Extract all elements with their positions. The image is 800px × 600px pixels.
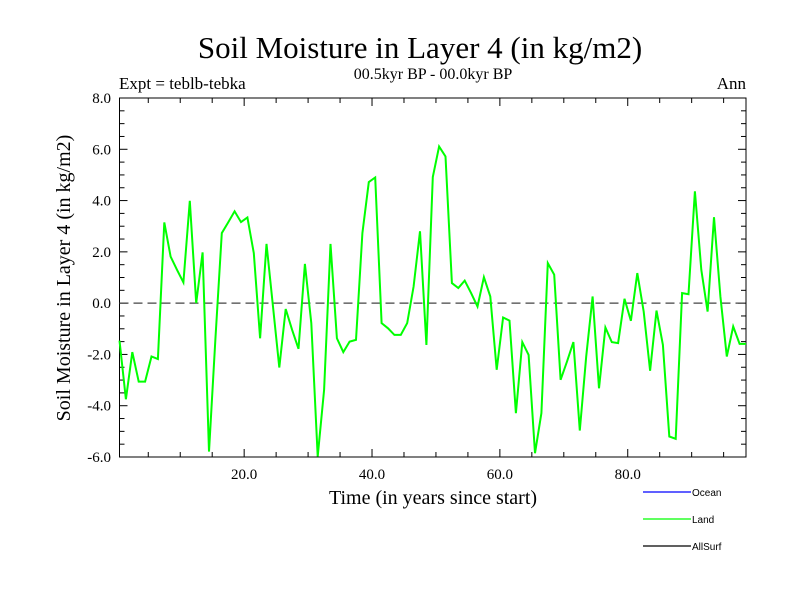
plot-marks bbox=[118, 143, 747, 457]
experiment-label: Expt = teblb-tebka bbox=[119, 74, 246, 93]
axes: 20.0 40.0 60.0 80.0 8.0 6.0 4.0 2.0 0.0 -2.0 -4.0 -… bbox=[87, 91, 747, 483]
x-tick-label: 60.0 bbox=[487, 467, 513, 483]
x-tick-label: 80.0 bbox=[615, 467, 641, 483]
season-label: Ann bbox=[717, 74, 747, 93]
y-tick-label: 4.0 bbox=[92, 194, 111, 210]
legend: Ocean Land AllSurf bbox=[643, 488, 722, 553]
y-tick-label: -6.0 bbox=[87, 450, 111, 466]
x-axis-label: Time (in years since start) bbox=[329, 487, 537, 509]
y-tick-label: 0.0 bbox=[92, 296, 111, 312]
x-tick-label: 20.0 bbox=[231, 467, 257, 483]
chart-subtitle: 00.5kyr BP - 00.0kyr BP bbox=[354, 66, 513, 83]
y-tick-label: -4.0 bbox=[87, 399, 111, 415]
legend-label-allsurf: AllSurf bbox=[692, 542, 722, 553]
y-tick-label: -2.0 bbox=[87, 347, 111, 363]
chart-title: Soil Moisture in Layer 4 (in kg/m2) bbox=[198, 30, 642, 65]
series-line-land bbox=[118, 143, 746, 457]
plot-frame bbox=[119, 97, 747, 458]
y-tick-label: 8.0 bbox=[92, 91, 111, 107]
y-tick-label: 6.0 bbox=[92, 142, 111, 158]
legend-label-ocean: Ocean bbox=[692, 488, 721, 499]
x-tick-label: 40.0 bbox=[359, 467, 385, 483]
y-tick-label: 2.0 bbox=[92, 245, 111, 261]
legend-label-land: Land bbox=[692, 515, 714, 526]
y-axis-label: Soil Moisture in Layer 4 (in kg/m2) bbox=[53, 135, 75, 422]
